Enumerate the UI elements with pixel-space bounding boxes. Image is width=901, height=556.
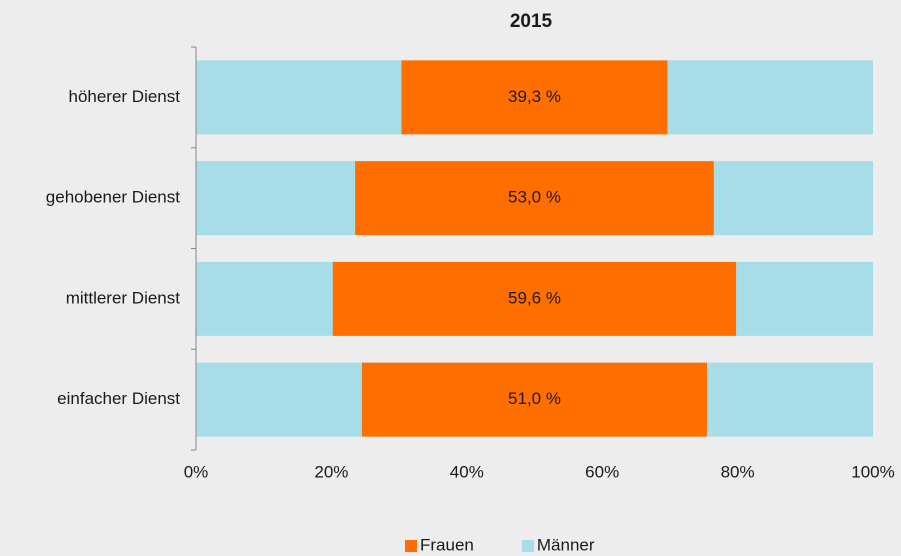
legend-label: Frauen bbox=[420, 535, 474, 554]
data-label: 53,0 % bbox=[508, 188, 561, 207]
bar-segment bbox=[332, 261, 737, 336]
x-tick-label: 100% bbox=[851, 462, 894, 481]
bar-segment bbox=[196, 261, 333, 336]
data-label: 39,3 % bbox=[508, 87, 561, 106]
bar-segment bbox=[196, 161, 356, 236]
bar-segment bbox=[707, 362, 873, 437]
data-label: 59,6 % bbox=[508, 288, 561, 307]
bar-segment bbox=[713, 161, 873, 236]
legend-label: Männer bbox=[537, 535, 595, 554]
bar-segment bbox=[196, 362, 362, 437]
bar-segment bbox=[355, 161, 714, 236]
bar-segment bbox=[736, 261, 873, 336]
y-tick-label: mittlerer Dienst bbox=[66, 288, 181, 307]
y-tick-label: höherer Dienst bbox=[68, 87, 180, 106]
chart-title: 2015 bbox=[510, 11, 553, 32]
y-tick-label: gehobener Dienst bbox=[46, 188, 180, 207]
y-tick-label: einfacher Dienst bbox=[57, 389, 180, 408]
x-tick-label: 0% bbox=[184, 462, 209, 481]
data-label: 51,0 % bbox=[508, 389, 561, 408]
x-tick-label: 60% bbox=[585, 462, 619, 481]
bar-segment bbox=[401, 60, 668, 135]
x-tick-label: 20% bbox=[314, 462, 348, 481]
x-tick-label: 80% bbox=[721, 462, 755, 481]
x-tick-label: 40% bbox=[450, 462, 484, 481]
legend-swatch bbox=[521, 540, 534, 552]
bar-segment bbox=[361, 362, 708, 437]
bar-segment bbox=[196, 60, 402, 135]
legend-swatch bbox=[405, 540, 417, 552]
bar-segment bbox=[667, 60, 873, 135]
